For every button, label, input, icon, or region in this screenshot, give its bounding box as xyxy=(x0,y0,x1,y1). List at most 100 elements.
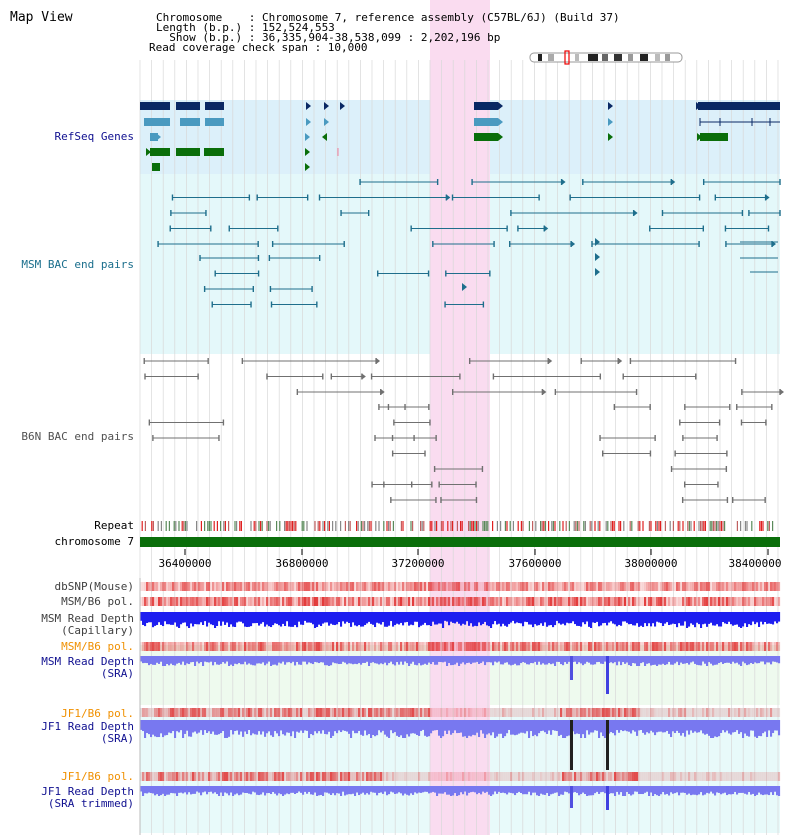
polymorphism-cell xyxy=(220,642,223,651)
polymorphism-cell xyxy=(380,708,383,717)
polymorphism-cell xyxy=(498,642,501,651)
track-label-jf1-b6-pol-2[interactable]: JF1/B6 pol. xyxy=(61,770,134,783)
polymorphism-cell xyxy=(570,597,573,606)
polymorphism-cell xyxy=(256,597,259,606)
polymorphism-cell xyxy=(318,582,321,591)
polymorphism-cell xyxy=(334,772,337,781)
polymorphism-cell xyxy=(384,642,387,651)
read-depth-bar xyxy=(486,720,489,735)
read-depth-bar xyxy=(206,786,209,795)
polymorphism-cell xyxy=(228,642,231,651)
read-depth-bar xyxy=(642,720,645,733)
read-depth-bar xyxy=(516,656,519,666)
polymorphism-cell xyxy=(238,708,241,717)
read-depth-bar xyxy=(658,656,661,665)
read-depth-bar xyxy=(638,786,641,795)
read-depth-bar xyxy=(248,786,251,794)
polymorphism-cell xyxy=(474,772,477,781)
polymorphism-cell xyxy=(456,597,459,606)
track-label-msm-b6-pol-2[interactable]: MSM/B6 pol. xyxy=(61,640,134,653)
polymorphism-cell xyxy=(382,642,385,651)
polymorphism-cell xyxy=(640,582,643,591)
read-depth-bar xyxy=(170,786,173,793)
track-label-jf1-b6-pol-1[interactable]: JF1/B6 pol. xyxy=(61,707,134,720)
polymorphism-cell xyxy=(390,708,393,717)
read-depth-bar xyxy=(152,656,155,665)
polymorphism-cell xyxy=(262,708,265,717)
polymorphism-cell xyxy=(342,642,345,651)
read-depth-bar xyxy=(418,612,421,628)
repeat-element xyxy=(500,521,502,531)
polymorphism-cell xyxy=(486,582,489,591)
track-label-msm-depth-sra[interactable]: MSM Read Depth xyxy=(41,655,134,668)
read-depth-bar xyxy=(528,720,531,738)
read-depth-bar xyxy=(626,786,629,792)
polymorphism-cell xyxy=(372,642,375,651)
read-depth-spike xyxy=(606,786,609,810)
polymorphism-cell xyxy=(718,597,721,606)
polymorphism-cell xyxy=(734,597,737,606)
read-depth-bar xyxy=(220,612,223,626)
track-label-msm-bac[interactable]: MSM BAC end pairs xyxy=(21,258,134,271)
read-depth-bar xyxy=(752,786,755,794)
read-depth-bar xyxy=(366,612,369,624)
gene-block xyxy=(144,118,170,126)
track-label-msm-b6-pol-1[interactable]: MSM/B6 pol. xyxy=(61,595,134,608)
polymorphism-cell xyxy=(242,582,245,591)
read-depth-bar xyxy=(320,786,323,795)
read-depth-bar xyxy=(270,656,273,666)
polymorphism-cell xyxy=(254,597,257,606)
repeat-element xyxy=(360,521,362,531)
polymorphism-cell xyxy=(480,597,483,606)
polymorphism-cell xyxy=(178,582,181,591)
track-label-b6n-bac[interactable]: B6N BAC end pairs xyxy=(21,430,134,443)
read-depth-bar xyxy=(640,612,643,626)
polymorphism-cell xyxy=(662,582,665,591)
track-label-refseq[interactable]: RefSeq Genes xyxy=(54,130,134,143)
polymorphism-cell xyxy=(248,582,251,591)
read-depth-bar xyxy=(242,786,245,793)
read-depth-bar xyxy=(704,786,707,795)
read-depth-bar xyxy=(186,786,189,795)
gene-arrow xyxy=(595,268,600,276)
polymorphism-cell xyxy=(632,772,635,781)
polymorphism-cell xyxy=(226,597,229,606)
read-depth-bar xyxy=(254,656,257,666)
repeat-element xyxy=(719,521,721,531)
polymorphism-cell xyxy=(438,597,441,606)
polymorphism-cell xyxy=(764,708,767,717)
read-depth-bar xyxy=(660,720,663,732)
polymorphism-cell xyxy=(574,772,577,781)
polymorphism-cell xyxy=(636,772,639,781)
read-depth-bar xyxy=(526,656,529,665)
read-depth-bar xyxy=(352,656,355,665)
polymorphism-cell xyxy=(294,582,297,591)
polymorphism-cell xyxy=(712,597,715,606)
polymorphism-cell xyxy=(202,708,205,717)
polymorphism-cell xyxy=(154,708,157,717)
track-label-jf1-depth-sra-sub: (SRA) xyxy=(100,732,134,745)
read-depth-bar xyxy=(760,720,763,737)
polymorphism-cell xyxy=(376,772,379,781)
polymorphism-cell xyxy=(590,772,593,781)
read-depth-bar xyxy=(306,786,309,794)
polymorphism-cell xyxy=(602,772,605,781)
read-depth-bar xyxy=(642,656,645,663)
track-label-jf1-depth-trimmed[interactable]: JF1 Read Depth xyxy=(41,785,134,798)
track-label-msm-depth-capillary[interactable]: MSM Read Depth xyxy=(41,612,134,625)
polymorphism-cell xyxy=(410,772,413,781)
repeat-element xyxy=(618,521,620,531)
read-depth-bar xyxy=(724,786,727,793)
polymorphism-cell xyxy=(476,772,479,781)
read-depth-bar xyxy=(262,656,265,663)
gene-arrow xyxy=(324,102,329,110)
polymorphism-cell xyxy=(478,772,481,781)
read-depth-bar xyxy=(302,612,305,625)
track-label-repeat[interactable]: Repeat xyxy=(94,519,134,532)
track-label-dbsnp[interactable]: dbSNP(Mouse) xyxy=(54,580,134,593)
read-depth-bar xyxy=(362,612,365,627)
polymorphism-cell xyxy=(394,642,397,651)
read-depth-bar xyxy=(216,656,219,665)
track-label-jf1-depth-sra[interactable]: JF1 Read Depth xyxy=(41,720,134,733)
